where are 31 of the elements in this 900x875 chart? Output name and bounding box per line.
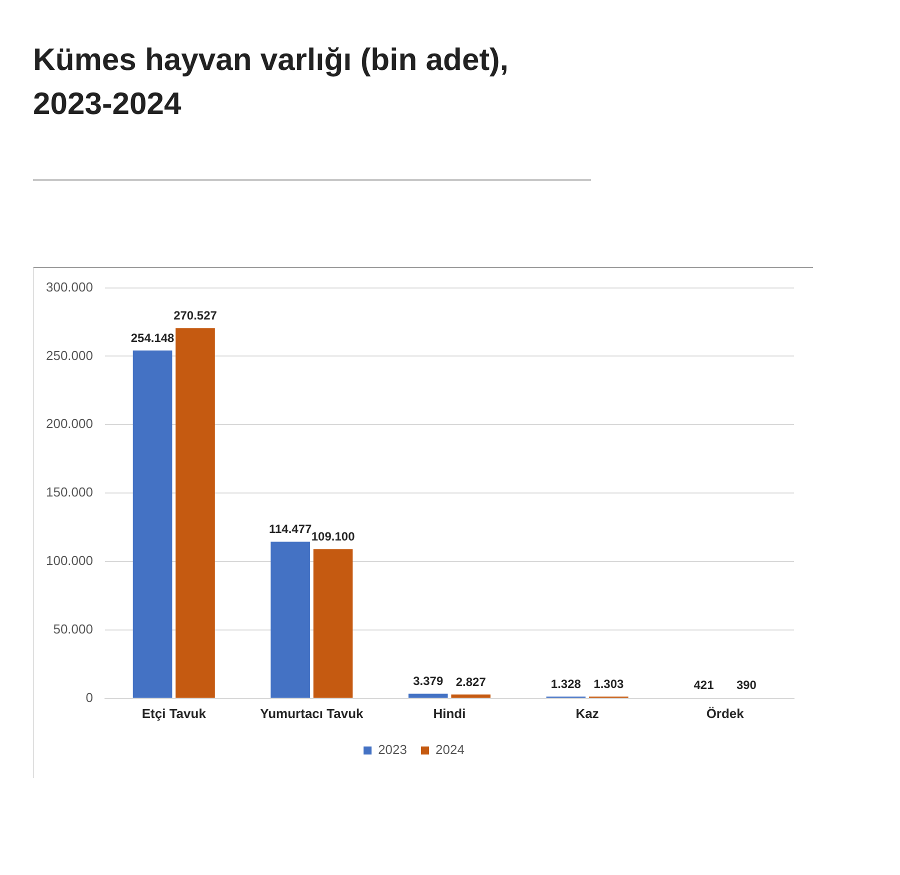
data-label: 2.827	[456, 674, 486, 689]
bar	[270, 542, 310, 698]
x-tick-label: Ördek	[706, 706, 745, 721]
data-label: 1.303	[594, 676, 624, 691]
data-label: 421	[694, 678, 714, 692]
bar	[408, 694, 448, 698]
y-tick-label: 100.000	[46, 553, 93, 568]
bar	[451, 694, 491, 698]
y-tick-label: 0	[86, 690, 93, 705]
data-label: 109.100	[311, 529, 356, 544]
bar	[132, 350, 172, 698]
y-tick-label: 250.000	[46, 348, 93, 363]
data-label: 3.379	[413, 674, 444, 688]
data-label: 390	[736, 678, 757, 692]
legend-label: 2023	[378, 742, 407, 758]
x-tick-label: Etçi Tavuk	[142, 706, 207, 721]
x-tick-label: Kaz	[576, 706, 600, 721]
y-tick-label: 50.000	[53, 622, 93, 637]
bar	[313, 549, 353, 698]
y-tick-label: 150.000	[46, 484, 93, 500]
data-label: 114.477	[268, 522, 312, 536]
legend-label: 2024	[436, 742, 464, 758]
y-tick-label: 300.000	[46, 279, 93, 294]
y-tick-label: 200.000	[46, 416, 93, 432]
data-label: 1.328	[550, 676, 582, 691]
x-tick-label: Hindi	[433, 706, 466, 721]
x-tick-label: Yumurtacı Tavuk	[260, 706, 364, 721]
bar	[176, 328, 215, 698]
data-label: 254.148	[130, 330, 175, 345]
chart-title: Kümes hayvan varlığı (bin adet), 2023-2024	[33, 41, 510, 123]
data-label: 270.527	[174, 308, 218, 322]
